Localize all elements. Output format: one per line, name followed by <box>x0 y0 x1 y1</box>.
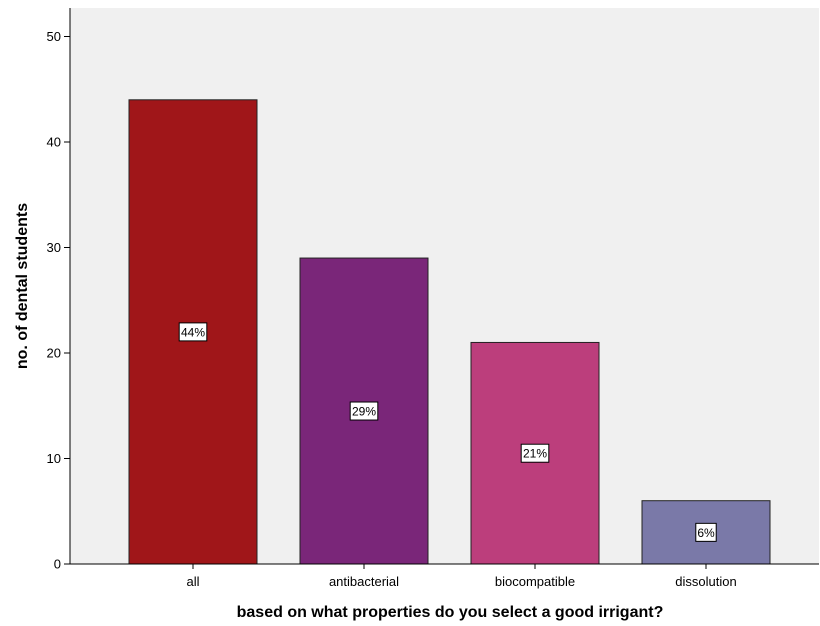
data-label-antibacterial: 29% <box>349 401 379 421</box>
data-label-text: 29% <box>352 405 376 419</box>
y-tick-label: 0 <box>54 557 61 572</box>
data-label-box <box>349 401 379 421</box>
x-tick-label-dissolution: dissolution <box>675 574 736 589</box>
x-tick-label-all: all <box>186 574 199 589</box>
y-axis-ticks: 0 10 20 30 40 50 <box>47 29 70 572</box>
data-label-box <box>178 322 208 342</box>
x-axis-title: based on what properties do you select a… <box>237 604 664 621</box>
x-axis-ticks: all antibacterial biocompatible dissolution <box>186 564 737 589</box>
data-labels: 44% 29% 21% 6% <box>178 322 717 542</box>
data-label-all: 44% <box>178 322 208 342</box>
x-tick-label-antibacterial: antibacterial <box>329 574 399 589</box>
x-tick-label-biocompatible: biocompatible <box>495 574 575 589</box>
data-label-text: 6% <box>697 526 715 540</box>
data-label-box <box>520 443 550 463</box>
data-label-text: 44% <box>181 325 205 339</box>
y-tick-label: 30 <box>47 240 61 255</box>
y-tick-label: 20 <box>47 346 61 361</box>
data-label-biocompatible: 21% <box>520 443 550 463</box>
data-label-box <box>695 522 717 542</box>
y-tick-label: 40 <box>47 135 61 150</box>
y-axis-title: no. of dental students <box>14 203 31 369</box>
y-tick-label: 50 <box>47 29 61 44</box>
data-label-text: 21% <box>523 447 547 461</box>
data-label-dissolution: 6% <box>695 522 717 542</box>
y-tick-label: 10 <box>47 451 61 466</box>
